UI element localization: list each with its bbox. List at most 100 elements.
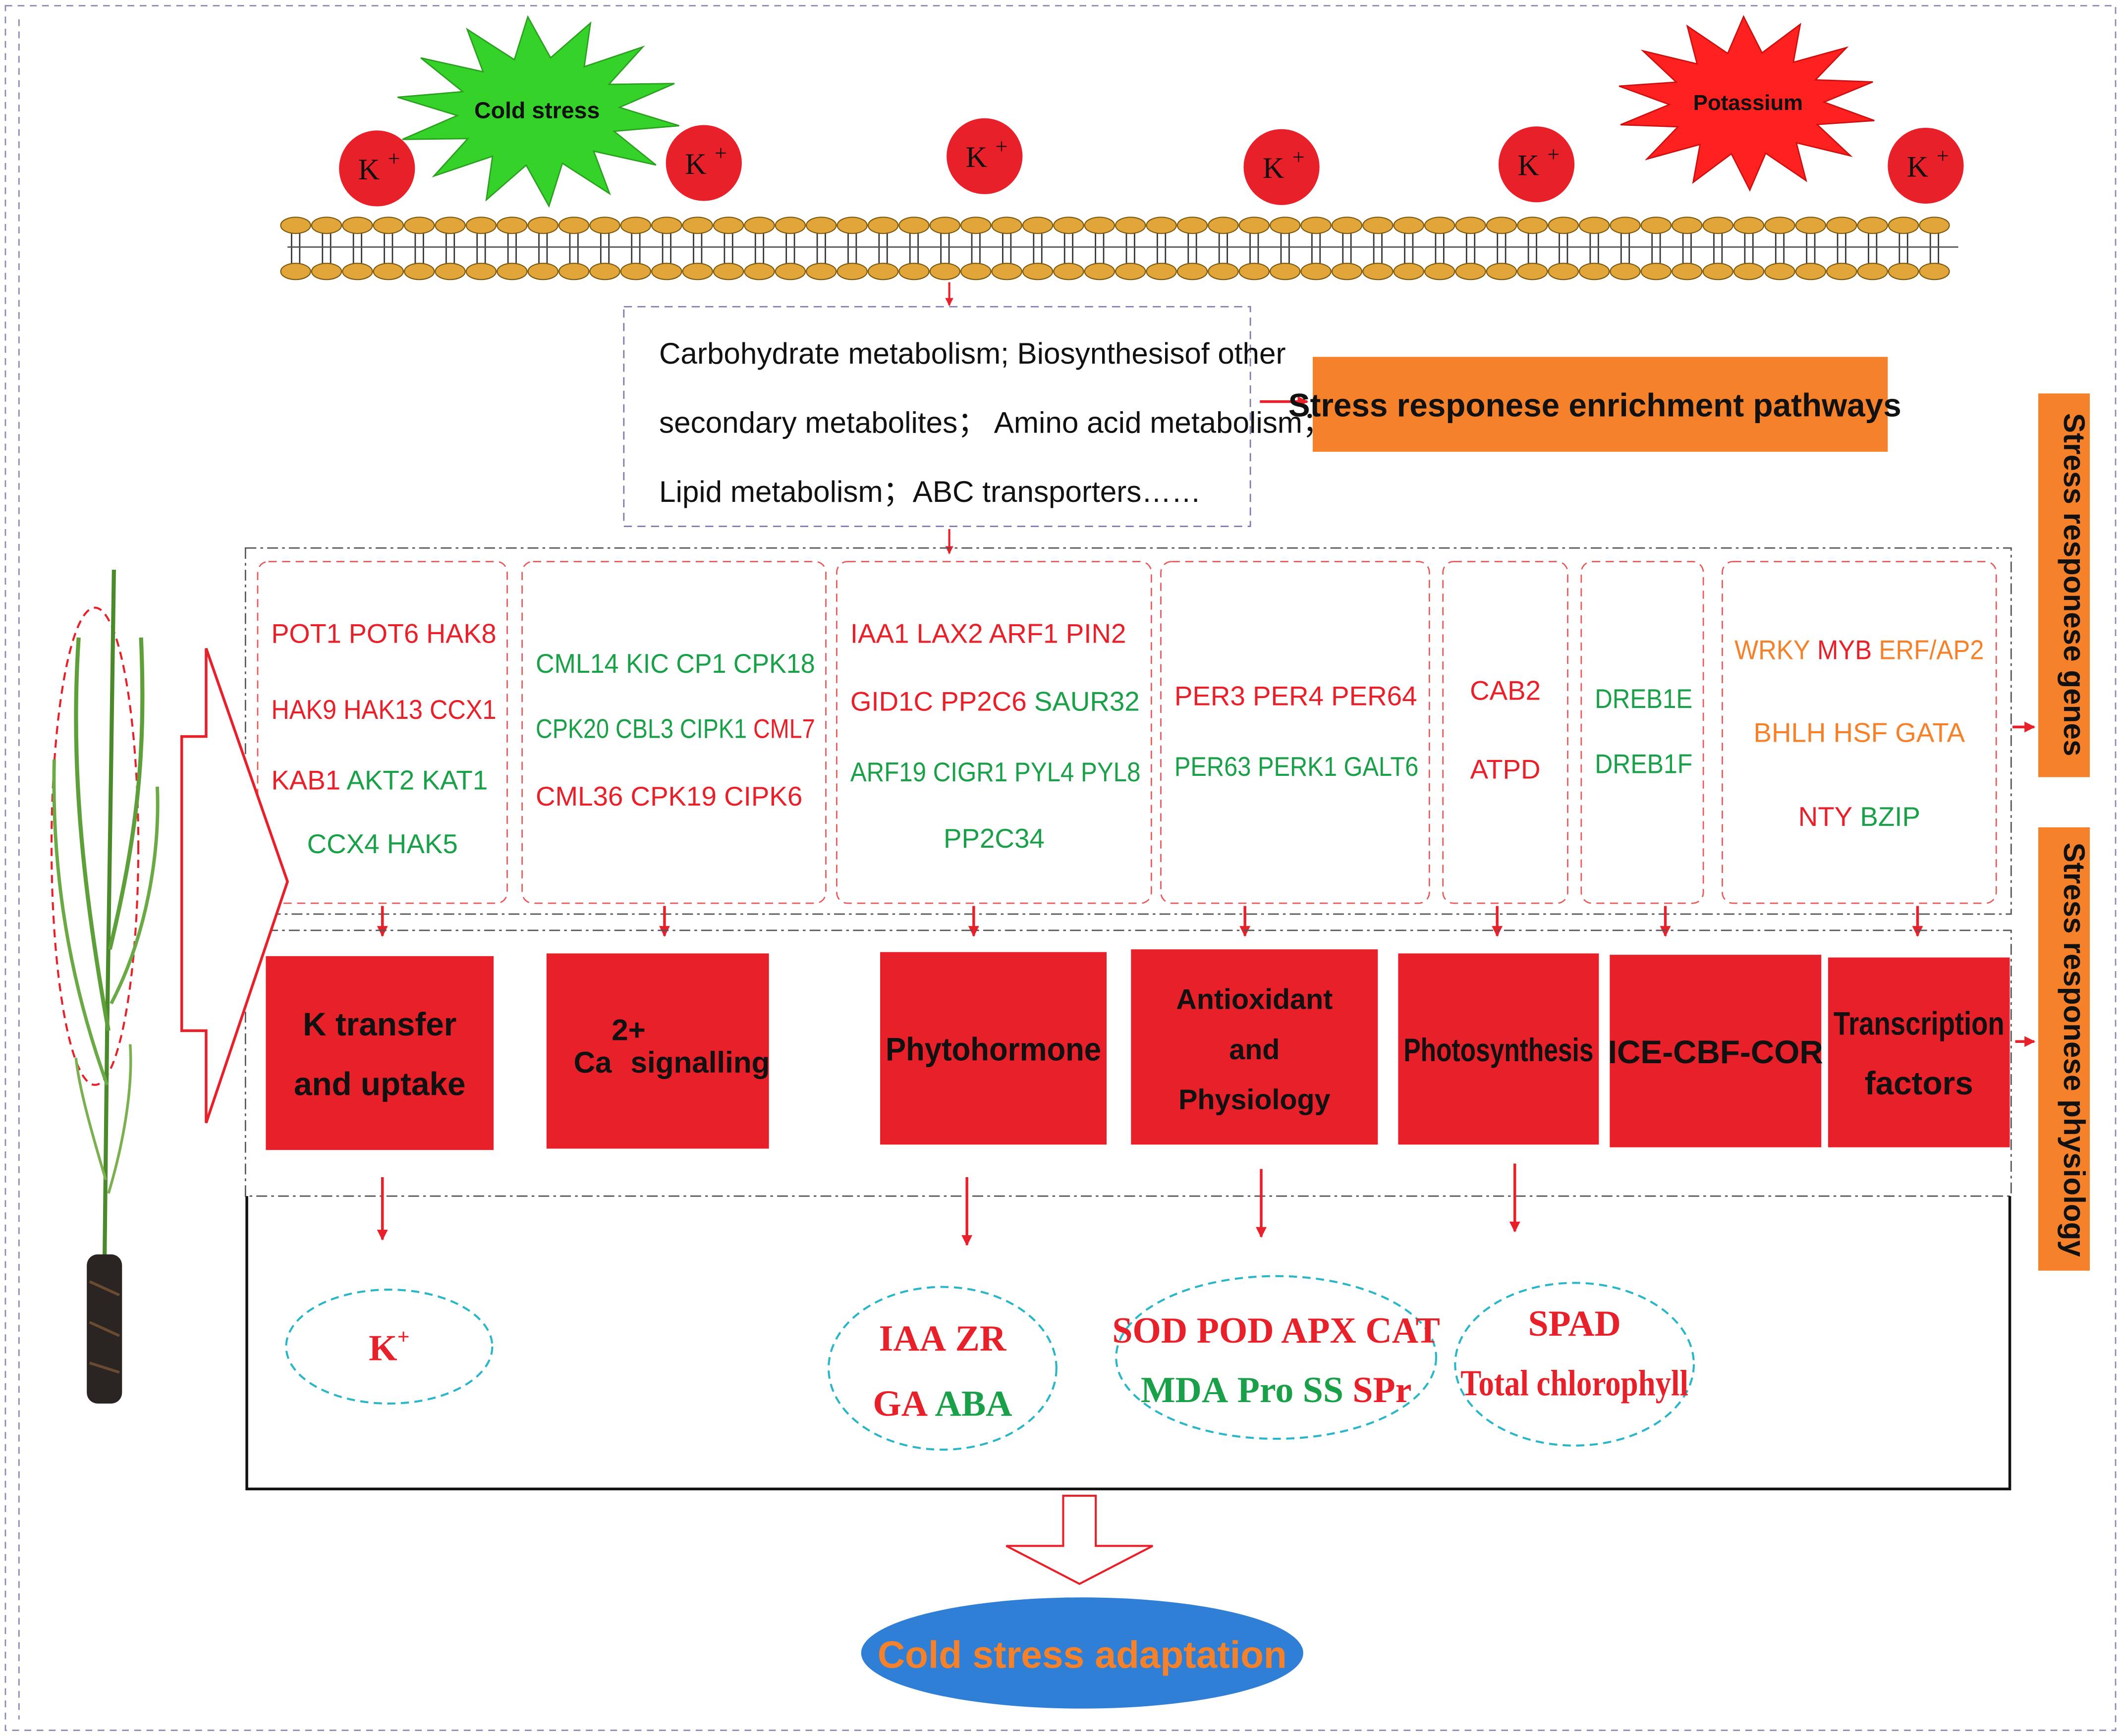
gene-name: BZIP — [1852, 801, 1920, 832]
result-line: SPAD — [1528, 1303, 1620, 1344]
lipid-head — [1640, 217, 1672, 234]
category-fill — [1131, 949, 1378, 1145]
lipid-head — [960, 263, 992, 280]
result-line: GA ABA — [873, 1383, 1012, 1424]
gene-name: KAT1 — [414, 764, 488, 795]
lipid-head — [867, 217, 899, 234]
gene-group: WRKY MYB ERF/AP2 BHLH HSF GATA NTY BZIP — [1722, 561, 1997, 904]
result-item: Total chlorophyll — [1460, 1363, 1688, 1404]
pathways-line-1: Carbohydrate metabolism; Biosynthesisof … — [659, 337, 1286, 370]
gene-name: CML7 — [747, 713, 815, 744]
gene-name: CP1 — [669, 648, 726, 679]
lipid-head — [280, 263, 311, 280]
lipid-head — [1424, 263, 1455, 280]
lipid-head — [1795, 217, 1827, 234]
lipid-head — [1115, 217, 1146, 234]
result-item: POD — [1187, 1310, 1274, 1351]
gene-group-box — [521, 561, 827, 904]
lipid-head — [527, 263, 558, 280]
gene-name: PER4 — [1245, 681, 1324, 711]
gene-name: CAB2 — [1470, 675, 1541, 706]
physiology-results: K+ IAA ZR GA ABA SOD POD APX CAT MDA Pro SS … — [285, 1163, 1695, 1451]
lipid-head — [373, 263, 404, 280]
lipid-head — [1610, 217, 1641, 234]
gene-name: KAB1 — [271, 764, 340, 795]
result-item: MDA — [1141, 1369, 1228, 1410]
gene-group-box — [1580, 561, 1704, 904]
lipid-head — [280, 217, 311, 234]
result-item: APX — [1274, 1310, 1356, 1351]
category-region-frame — [244, 929, 2012, 1197]
outcome-label: Cold stress adaptation — [878, 1634, 1287, 1677]
ion-charge: + — [388, 147, 400, 170]
ion-charge: + — [715, 142, 727, 165]
gene-group: IAA1 LAX2 ARF1 PIN2 GID1C PP2C6 SAUR32 ARF… — [836, 561, 1152, 904]
lipid-head — [1300, 263, 1332, 280]
gene-line: PER3 PER4 PER64 — [1174, 681, 1417, 711]
gene-line: CML36 CPK19 CIPK6 — [536, 781, 802, 812]
gene-name: ERF/AP2 — [1872, 635, 1984, 665]
result-group: IAA ZR GA ABA — [827, 1286, 1058, 1451]
gene-name: DREB1F — [1595, 748, 1692, 779]
lipid-head — [682, 263, 713, 280]
results-region-frame — [245, 1196, 2011, 1491]
lipid-bilayer-membrane — [280, 217, 1958, 280]
gene-group: POT1 POT6 HAK8 HAK9 HAK13 CCX1 KAB1 AKT2 K… — [257, 561, 508, 904]
gene-name: HAK9 — [271, 694, 336, 725]
lipid-head — [713, 217, 744, 234]
lipid-head — [1084, 263, 1116, 280]
outer-frame — [4, 5, 2117, 1731]
gene-line: CPK20 CBL3 CIPK1 CML7 — [536, 713, 815, 744]
category-fill — [546, 953, 769, 1149]
gene-name: DREB1E — [1595, 683, 1692, 714]
ion-label: K — [358, 153, 380, 186]
gene-line: POT1 POT6 HAK8 — [271, 618, 496, 649]
lipid-head — [1548, 263, 1579, 280]
gene-name: PER64 — [1324, 681, 1417, 711]
potassium-ion: K + — [1498, 126, 1575, 203]
lipid-head — [960, 217, 992, 234]
lipid-head — [1578, 217, 1610, 234]
category-superscript: 2+ — [612, 1014, 646, 1047]
gene-name: PYL8 — [1074, 757, 1140, 787]
lipid-head — [898, 217, 930, 234]
lipid-head — [589, 217, 620, 234]
potassium-ion: K + — [666, 125, 742, 201]
gene-name: CIPK1 — [673, 713, 747, 744]
lipid-head — [744, 263, 775, 280]
category-label: Ca — [574, 1046, 612, 1079]
gene-line: CCX4 HAK5 — [307, 828, 458, 859]
gene-name: PYL4 — [1007, 757, 1074, 787]
lipid-head — [1486, 263, 1517, 280]
gene-name: POT6 — [341, 618, 419, 649]
gene-line: GID1C PP2C6 SAUR32 — [850, 686, 1140, 717]
category-fill — [1828, 957, 2010, 1147]
lipid-head — [1208, 263, 1239, 280]
lipid-head — [527, 217, 558, 234]
gene-name: CIGR1 — [926, 757, 1007, 787]
lipid-head — [311, 263, 342, 280]
lipid-head — [837, 263, 868, 280]
lipid-head — [1702, 263, 1733, 280]
lipid-head — [342, 217, 373, 234]
lipid-head — [898, 263, 930, 280]
ion-label: K — [1907, 150, 1928, 183]
enrichment-label: Stress responese enrichment pathways — [1288, 387, 1901, 424]
lipid-head — [1053, 263, 1084, 280]
cold-stress-label: Cold stress — [474, 98, 600, 123]
lipid-head — [929, 263, 961, 280]
lipid-head — [1826, 217, 1857, 234]
lipid-head — [497, 263, 528, 280]
category-label: and uptake — [294, 1066, 466, 1102]
lipid-head — [311, 217, 342, 234]
ion-charge: + — [996, 135, 1008, 159]
category-fill — [1610, 955, 1822, 1147]
gene-group: CAB2 ATPD — [1442, 561, 1568, 904]
lipid-head — [1857, 263, 1888, 280]
lipid-head — [1486, 217, 1517, 234]
gene-line: BHLH HSF GATA — [1754, 717, 1965, 748]
gene-group-box — [836, 561, 1152, 904]
gene-name: KIC — [619, 648, 669, 679]
potassium-ion: K + — [1888, 127, 1964, 204]
category-box: Photosynthesis — [1398, 953, 1599, 1145]
